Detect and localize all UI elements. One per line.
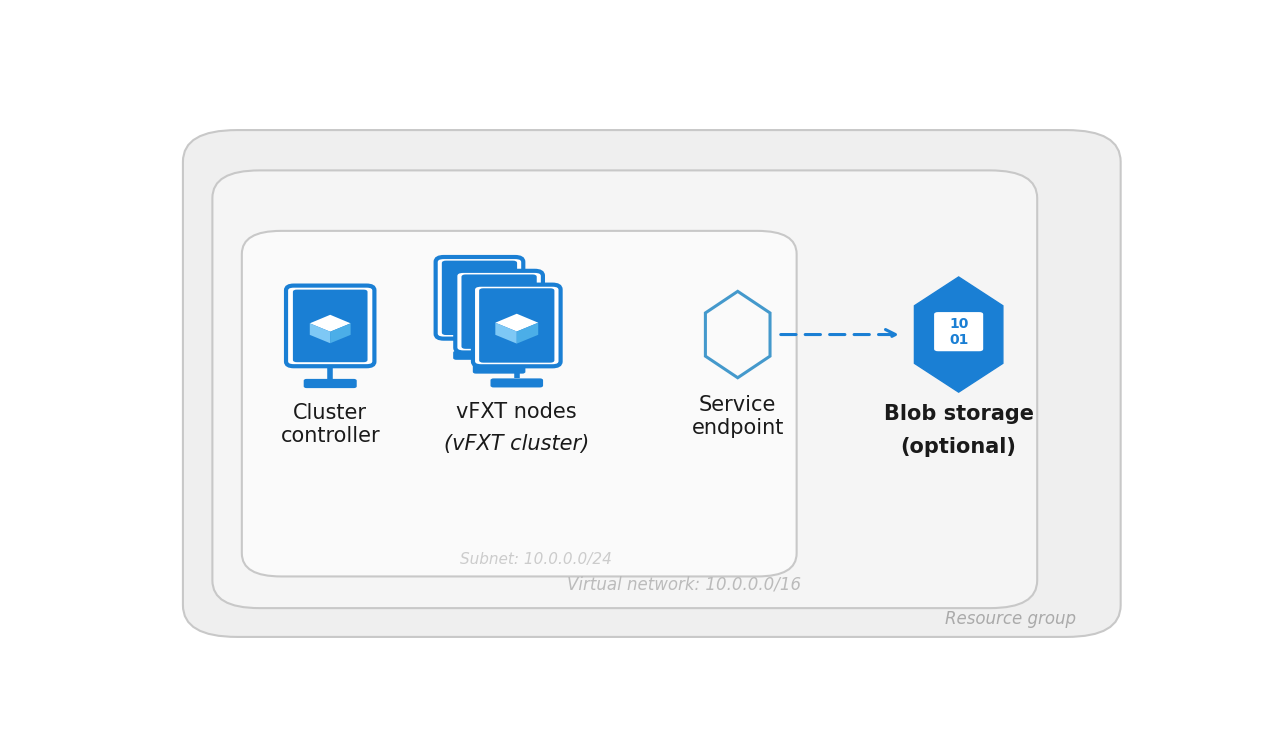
Text: Blob storage: Blob storage bbox=[883, 404, 1034, 423]
Polygon shape bbox=[310, 315, 351, 331]
Polygon shape bbox=[310, 323, 331, 343]
FancyBboxPatch shape bbox=[455, 271, 544, 352]
FancyBboxPatch shape bbox=[304, 379, 357, 388]
FancyBboxPatch shape bbox=[490, 378, 544, 387]
Polygon shape bbox=[331, 323, 351, 343]
FancyBboxPatch shape bbox=[182, 130, 1120, 637]
Text: Virtual network: 10.0.0.0/16: Virtual network: 10.0.0.0/16 bbox=[566, 576, 801, 594]
Text: (vFXT cluster): (vFXT cluster) bbox=[445, 434, 589, 453]
Text: 10: 10 bbox=[949, 317, 968, 331]
Polygon shape bbox=[495, 322, 517, 343]
Text: vFXT nodes: vFXT nodes bbox=[456, 402, 576, 422]
Polygon shape bbox=[915, 277, 1003, 392]
FancyBboxPatch shape bbox=[454, 351, 506, 360]
FancyBboxPatch shape bbox=[479, 288, 555, 363]
FancyBboxPatch shape bbox=[461, 275, 537, 349]
FancyBboxPatch shape bbox=[286, 286, 375, 367]
Text: 01: 01 bbox=[949, 334, 968, 347]
FancyBboxPatch shape bbox=[436, 257, 523, 339]
Text: Subnet: 10.0.0.0/24: Subnet: 10.0.0.0/24 bbox=[460, 552, 612, 567]
FancyBboxPatch shape bbox=[213, 171, 1038, 608]
Polygon shape bbox=[517, 322, 538, 343]
FancyBboxPatch shape bbox=[242, 231, 797, 577]
Text: Resource group: Resource group bbox=[945, 610, 1077, 628]
FancyBboxPatch shape bbox=[473, 364, 526, 374]
FancyBboxPatch shape bbox=[473, 285, 560, 367]
FancyBboxPatch shape bbox=[934, 312, 983, 352]
FancyBboxPatch shape bbox=[293, 289, 367, 362]
Text: Cluster
controller: Cluster controller bbox=[280, 402, 380, 446]
Text: Service
endpoint: Service endpoint bbox=[692, 395, 784, 438]
FancyBboxPatch shape bbox=[442, 260, 517, 335]
Text: (optional): (optional) bbox=[901, 437, 1016, 457]
Polygon shape bbox=[495, 313, 538, 331]
